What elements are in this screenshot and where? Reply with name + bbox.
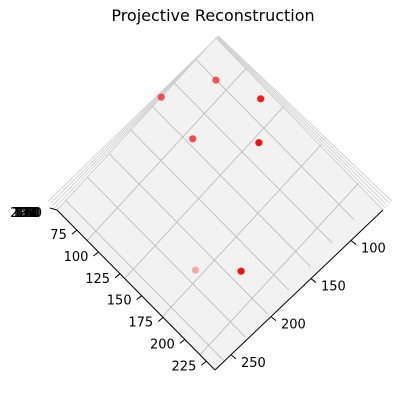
grid-line-x: [162, 144, 322, 317]
z-tick-label: 190: [12, 206, 37, 221]
data-point: [257, 95, 265, 103]
data-point: [237, 267, 245, 275]
y-tick-mark: [201, 360, 207, 366]
chart-grid: [65, 59, 360, 361]
grid-line-x: [86, 68, 247, 241]
x-tick-mark: [270, 316, 277, 322]
data-point: [255, 139, 263, 147]
grid-line-y: [195, 59, 355, 220]
grid-line-y: [108, 153, 268, 314]
grid-line-y: [152, 106, 311, 267]
y-tick-label: 225: [172, 359, 197, 374]
floor-pane: [57, 38, 383, 370]
y-tick-label: 175: [128, 316, 153, 331]
x-axis-line: [214, 209, 384, 371]
z-tick-label: 170: [14, 206, 39, 221]
y-tick-label: 75: [50, 228, 67, 243]
y-tick-mark: [71, 229, 78, 235]
grid-line-x: [199, 182, 360, 356]
y-tick-mark: [179, 339, 186, 344]
z-tick-label: 160: [16, 206, 41, 221]
y-tick-mark: [114, 273, 121, 279]
grid-line-y: [173, 82, 333, 244]
x-tick-label: 200: [281, 318, 306, 333]
grid-line-y: [65, 200, 225, 361]
y-tick-label: 200: [150, 337, 175, 352]
x-tick-mark: [310, 278, 317, 283]
grid-line-y: [87, 176, 246, 338]
y-tick-mark: [157, 317, 164, 322]
floor-back-edge: [56, 37, 384, 211]
grid-line-x: [124, 106, 285, 279]
wall-edge-line: [47, 35, 393, 202]
z-tick-label: 200: [10, 206, 35, 221]
x-tick-label: 150: [321, 280, 346, 295]
z-tick-mark: [49, 207, 58, 211]
chart-points: [157, 76, 265, 275]
y-tick-label: 125: [85, 272, 110, 287]
y-axis-line: [56, 209, 216, 371]
y-tick-mark: [136, 295, 142, 301]
x-tick-mark: [350, 240, 357, 245]
z-tick-label: 180: [13, 206, 38, 221]
grid-line-y: [130, 129, 290, 291]
x-tick-mark: [230, 354, 237, 360]
chart-axes: [56, 209, 384, 371]
y-tick-label: 100: [64, 250, 89, 265]
x-tick-label: 250: [241, 356, 266, 371]
x-tick-label: 100: [361, 241, 386, 256]
chart-title: Projective Reconstruction: [111, 6, 314, 25]
y-tick-mark: [93, 251, 99, 257]
data-point: [157, 93, 165, 101]
data-point: [189, 135, 197, 143]
data-point: [191, 266, 200, 274]
y-tick-label: 150: [107, 294, 132, 309]
z-tick-label: 150: [17, 206, 42, 221]
data-point: [212, 76, 220, 84]
chart-ticks: 7510012515017520022510015020025015016017…: [10, 206, 386, 374]
